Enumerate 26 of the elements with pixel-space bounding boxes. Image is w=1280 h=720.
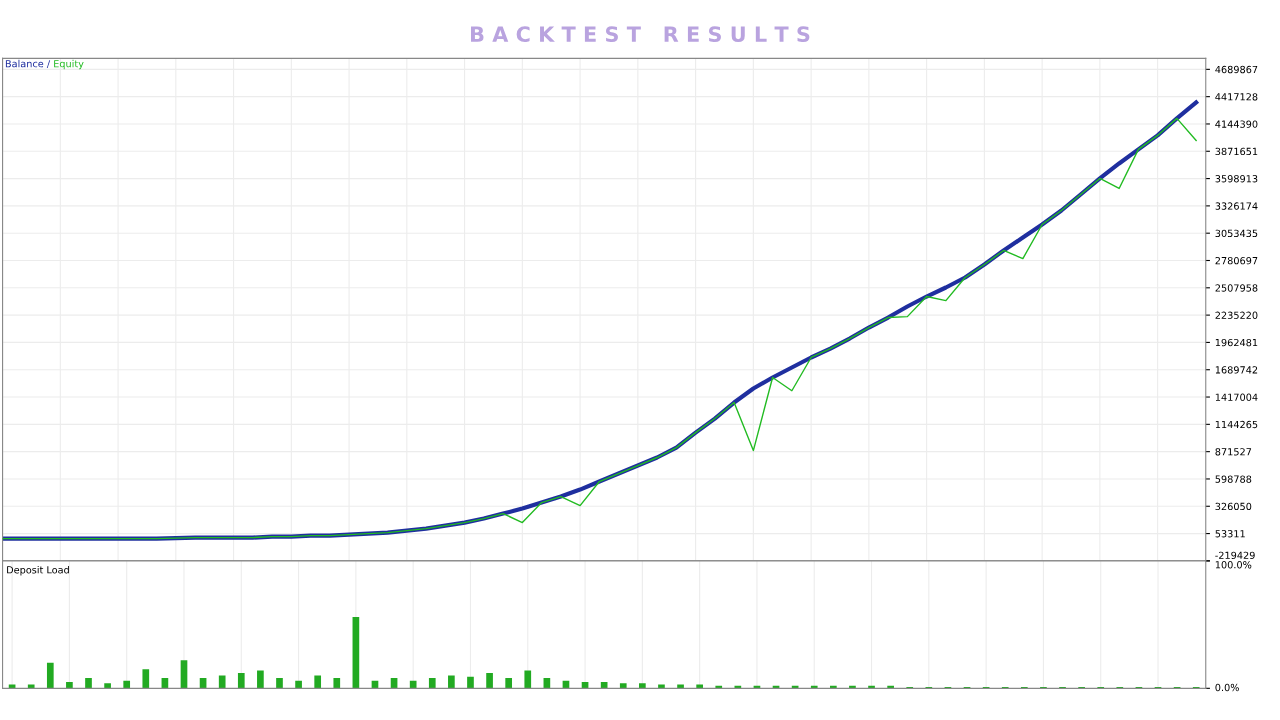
y-tick-label: -219429 (1215, 551, 1255, 559)
y-tick-label: 1962481 (1215, 338, 1258, 347)
annotation: / (46, 60, 51, 69)
y-tick-label: 100.0% (1215, 561, 1252, 569)
y-tick-label: 1417004 (1215, 393, 1258, 401)
y-tick-label: 2780697 (1215, 256, 1258, 265)
y-tick-label: 3053435 (1215, 229, 1258, 238)
y-tick-label: 3326174 (1215, 202, 1258, 210)
y-tick-label: 1144265 (1215, 420, 1258, 429)
y-tick-label: 0.0% (1215, 683, 1239, 692)
chart-title: B A C K T E S T R E S U L T S (471, 26, 810, 43)
y-tick-label: 1689742 (1215, 366, 1258, 374)
y-tick-label: 4144390 (1215, 120, 1258, 128)
y-tick-label: 2235220 (1215, 311, 1258, 319)
y-tick-label: 4689867 (1215, 65, 1258, 74)
y-tick-label: 3871651 (1215, 147, 1258, 156)
y-tick-label: 53311 (1215, 530, 1245, 538)
y-tick-label: 2507958 (1215, 284, 1258, 292)
y-tick-label: 3598913 (1215, 175, 1258, 183)
text: Equity (54, 59, 84, 70)
chart-title: Deposit Load (7, 565, 69, 576)
text: Balance (5, 59, 44, 68)
y-tick-label: 4417128 (1215, 93, 1258, 101)
y-tick-label: 326050 (1215, 502, 1252, 511)
y-tick-label: 871527 (1215, 448, 1252, 456)
y-tick-label: 598788 (1215, 475, 1252, 483)
